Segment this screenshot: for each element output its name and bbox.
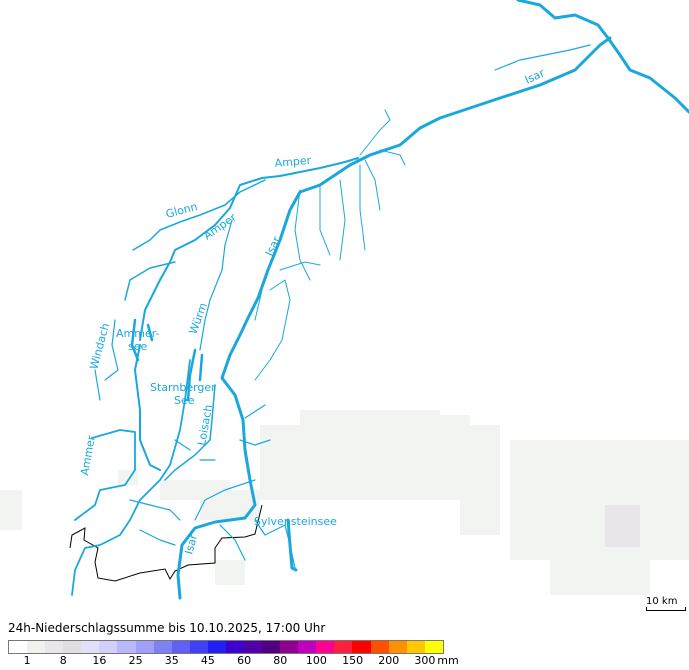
label-amper-north: Amper: [274, 154, 312, 170]
legend-swatch: [280, 641, 299, 653]
label-sylvensteinsee: Sylvensteinsee: [254, 515, 337, 528]
legend-label: 45: [200, 654, 215, 667]
legend-swatch: [9, 641, 28, 653]
legend-swatch: [171, 641, 190, 653]
danube-river: [516, 0, 689, 114]
legend-label: 60: [237, 654, 252, 667]
legend-swatch: [406, 641, 425, 653]
label-starnberger-1: Starnberger: [150, 381, 216, 394]
legend-swatch: [225, 641, 245, 653]
legend-swatch: [334, 641, 353, 653]
legend-swatch: [244, 641, 263, 653]
legend-label: 1: [23, 654, 31, 667]
legend-label: 300: [414, 654, 436, 667]
legend-swatch: [388, 641, 407, 653]
label-wuerm: Würm: [187, 301, 210, 336]
legend-swatch: [370, 641, 389, 653]
label-starnberger-2: See: [174, 394, 195, 407]
isar-river: [176, 36, 612, 600]
legend-color-bar: [8, 640, 444, 654]
label-windach: Windach: [87, 322, 112, 371]
precipitation-areas: [0, 410, 689, 595]
southern-tributaries: [129, 404, 296, 569]
legend-swatch: [424, 641, 443, 653]
legend-swatch: [27, 641, 46, 653]
legend-label: 150: [342, 654, 364, 667]
legend-title: 24h-Niederschlagssumme bis 10.10.2025, 1…: [8, 621, 326, 635]
amper-river: [139, 157, 359, 341]
legend-swatch: [352, 641, 371, 653]
legend-swatch: [63, 641, 82, 653]
ammersee: [130, 318, 154, 362]
legend-swatch: [298, 641, 317, 653]
legend-labels: 1 8 16 25 35 45 60 80 100 150 200 300 mm: [0, 654, 689, 670]
label-isar-south: Isar: [182, 532, 200, 555]
legend-swatch: [262, 641, 281, 653]
isar-tributaries: [254, 109, 406, 381]
legend-swatch: [81, 641, 100, 653]
rivers: [71, 0, 689, 600]
legend-swatch: [45, 641, 64, 653]
ammer-lower: [74, 429, 136, 521]
legend-swatch: [117, 641, 136, 653]
legend-swatch: [99, 641, 118, 653]
label-ammer: Ammer: [78, 434, 98, 476]
legend-swatch: [189, 641, 208, 653]
loisach-2: [164, 384, 216, 481]
ammer-river: [134, 344, 161, 471]
scale-bar: [646, 607, 686, 611]
starnberger-see: [186, 348, 204, 402]
legend-label: 8: [59, 654, 67, 667]
country-border: [69, 504, 263, 582]
precipitation-map: Isar Amper Glonn Amper Isar Würm Windach…: [0, 0, 689, 600]
label-amper-mid: Amper: [201, 211, 239, 243]
legend-label: 16: [92, 654, 107, 667]
windach-river: [94, 319, 119, 401]
legend-swatch: [316, 641, 335, 653]
sylvenstein-lake: [286, 518, 298, 572]
legend-label: 35: [164, 654, 179, 667]
loisach-river: [71, 359, 191, 596]
legend-swatch: [207, 641, 226, 653]
legend-label: 200: [378, 654, 400, 667]
glonn-river: [132, 179, 266, 251]
legend-label: 25: [128, 654, 143, 667]
legend-label: 100: [305, 654, 327, 667]
label-ammersee-1: Ammer-: [116, 327, 160, 340]
legend-unit: mm: [437, 654, 459, 667]
legend-label: 80: [273, 654, 288, 667]
isar-upper-branch: [494, 44, 591, 71]
amper-upper: [124, 261, 176, 301]
legend-swatch: [153, 641, 172, 653]
scale-label: 10 km: [646, 596, 678, 607]
wuerm-river: [199, 219, 233, 351]
legend-swatch: [135, 641, 154, 653]
label-ammersee-2: see: [128, 340, 147, 353]
